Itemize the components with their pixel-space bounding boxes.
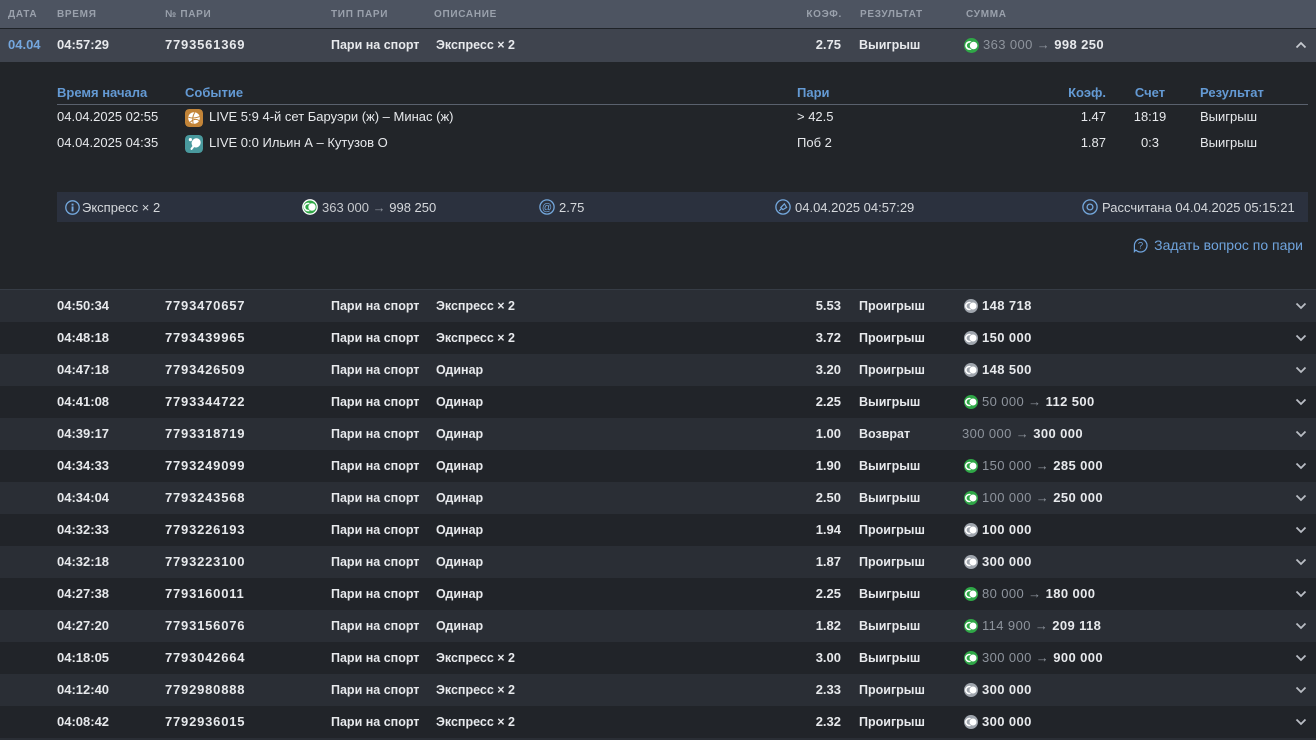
svg-text:?: ? [1138,240,1143,251]
svg-text:@: @ [542,203,552,214]
